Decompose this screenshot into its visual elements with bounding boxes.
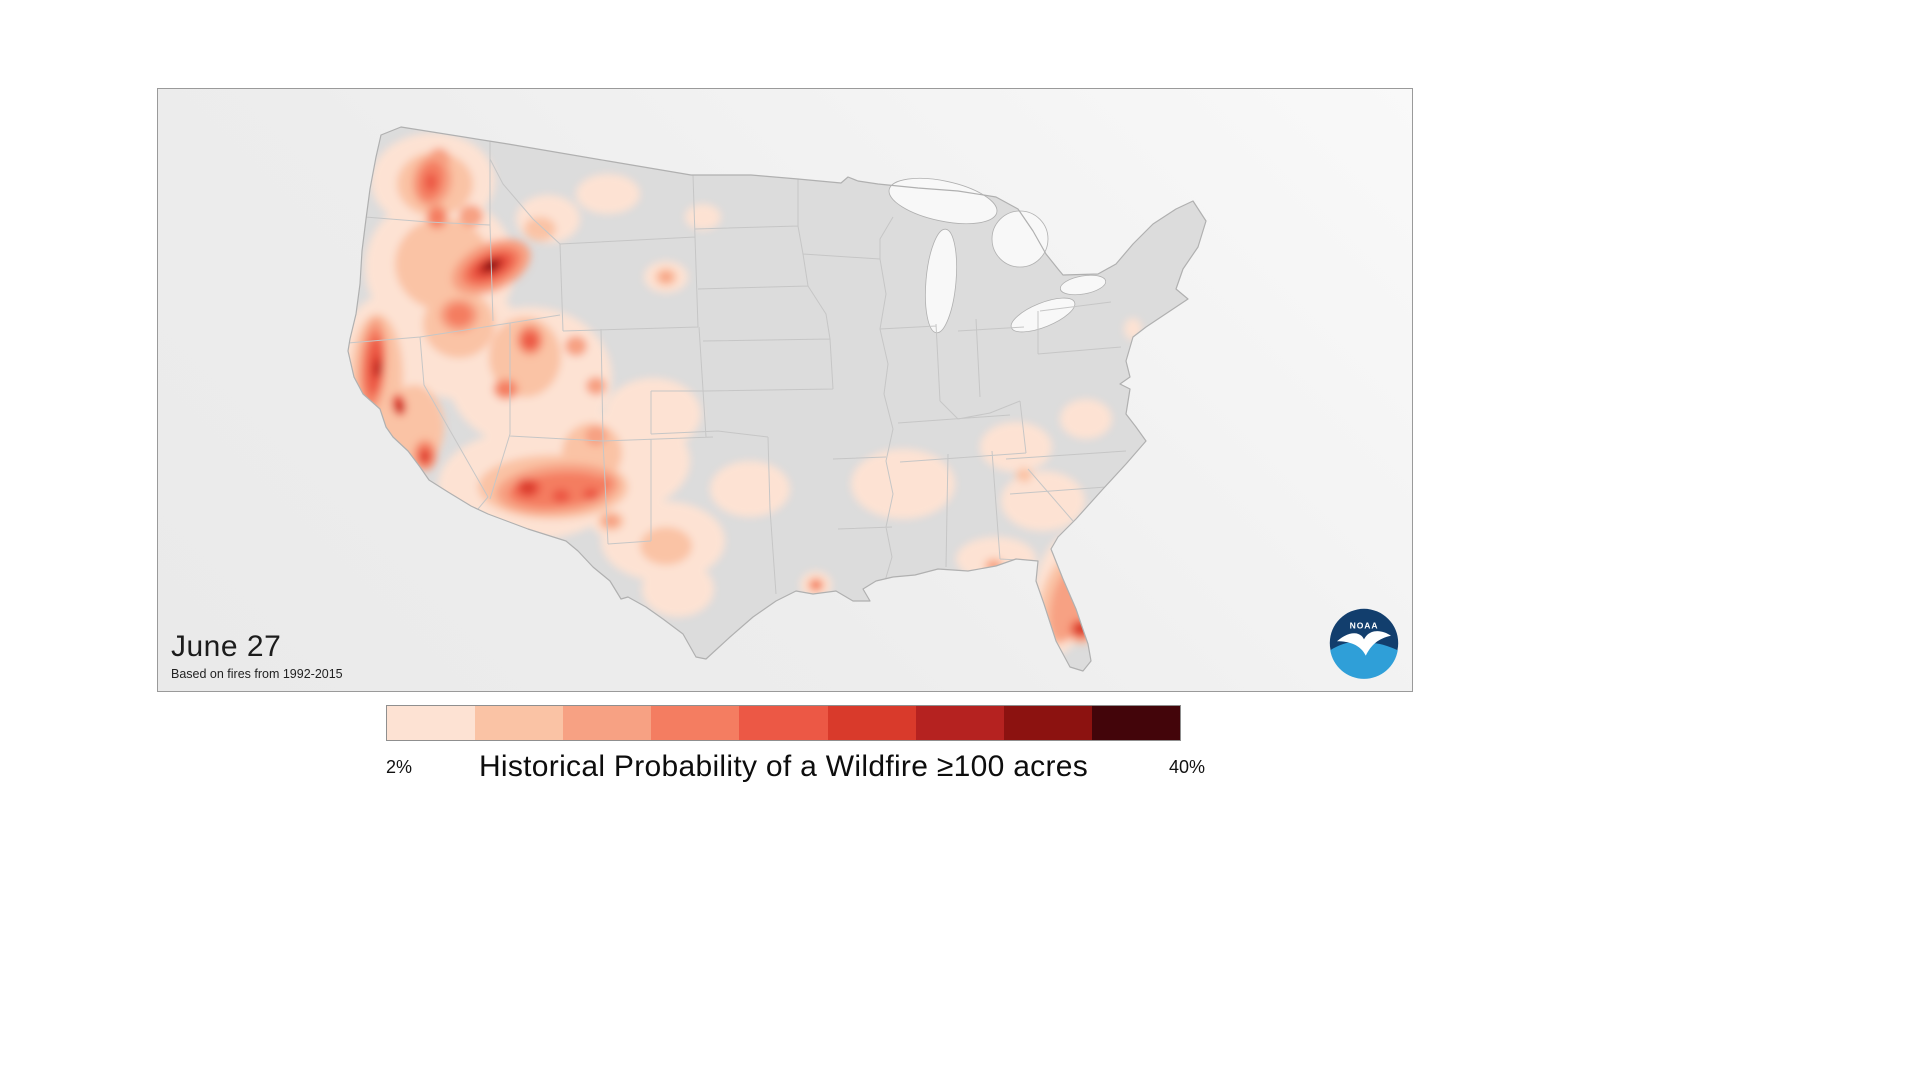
lake-superior xyxy=(888,177,998,225)
map-panel: June 27 Based on fires from 1992-2015 NO… xyxy=(157,88,1413,692)
legend-colorbar xyxy=(386,705,1181,741)
legend-max-label: 40% xyxy=(1168,757,1205,777)
legend-title: Historical Probability of a Wildfire ≥10… xyxy=(478,750,1089,783)
colorbar-segment xyxy=(387,706,476,740)
colorbar-segment xyxy=(651,706,740,740)
colorbar-segment xyxy=(475,706,564,740)
colorbar-segment xyxy=(827,706,916,740)
lake-ontario xyxy=(1059,274,1107,296)
noaa-bird-icon xyxy=(1337,631,1391,656)
lake-huron xyxy=(991,210,1049,268)
colorbar-segment xyxy=(739,706,828,740)
us-probability-map xyxy=(347,126,1207,672)
date-block: June 27 Based on fires from 1992-2015 xyxy=(171,630,343,681)
colorbar-segment xyxy=(915,706,1004,740)
legend-labels: 2% Historical Probability of a Wildfire … xyxy=(386,750,1205,800)
legend: 2% Historical Probability of a Wildfire … xyxy=(386,705,1205,800)
legend-min-label: 2% xyxy=(386,757,413,777)
heat-layer xyxy=(348,133,1142,656)
colorbar-segment xyxy=(1091,706,1180,740)
noaa-logo-wave xyxy=(1330,642,1398,679)
great-lakes xyxy=(888,177,1107,334)
noaa-logo-text: NOAA xyxy=(1350,621,1379,631)
map-source-note: Based on fires from 1992-2015 xyxy=(171,667,343,681)
state-borders xyxy=(348,141,1127,595)
colorbar-segment xyxy=(1003,706,1092,740)
noaa-logo: NOAA xyxy=(1329,608,1399,679)
map-date: June 27 xyxy=(171,630,282,663)
colorbar-segment xyxy=(563,706,652,740)
